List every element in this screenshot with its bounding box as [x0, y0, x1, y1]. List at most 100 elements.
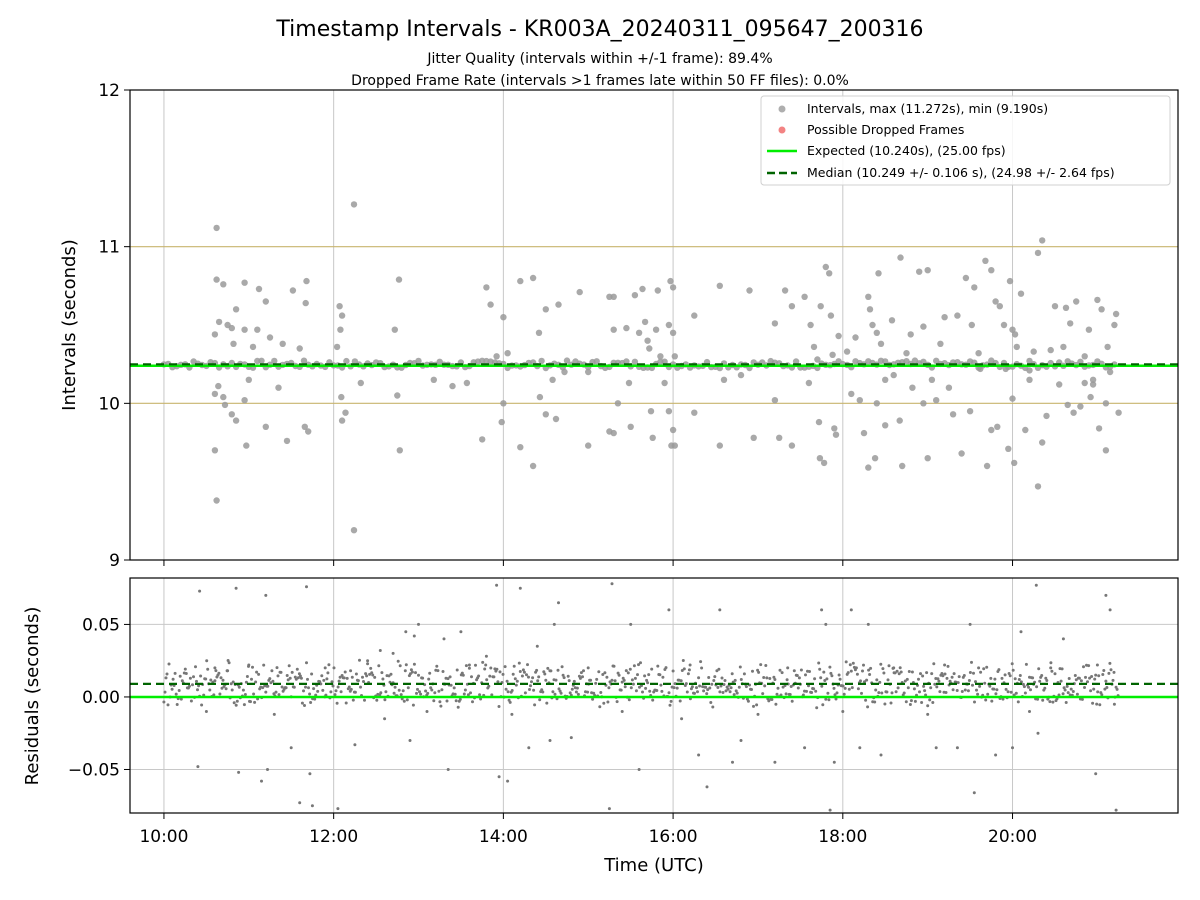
- intervals-y-tick-label: 10: [98, 394, 120, 414]
- intervals-point: [610, 429, 617, 437]
- residuals-point: [943, 672, 947, 676]
- residuals-point: [586, 690, 590, 694]
- residuals-point: [326, 671, 330, 675]
- residuals-point: [933, 682, 937, 686]
- intervals-point: [865, 293, 872, 300]
- residuals-point: [1102, 669, 1106, 672]
- intervals-point: [1111, 321, 1118, 329]
- intervals-point: [801, 293, 808, 300]
- residuals-point: [234, 703, 238, 707]
- residuals-point: [574, 690, 578, 694]
- residuals-point: [913, 699, 917, 703]
- residuals-point: [165, 672, 169, 676]
- intervals-y-tick-label: 12: [98, 81, 120, 101]
- legend-intervals-label: Intervals, max (11.272s), min (9.190s): [807, 101, 1048, 116]
- residuals-point: [453, 692, 457, 696]
- residuals-point: [1082, 665, 1085, 669]
- intervals-point: [835, 332, 842, 340]
- residuals-point: [485, 678, 489, 682]
- intervals-point: [641, 318, 649, 326]
- residuals-point: [763, 684, 767, 688]
- residuals-point: [230, 688, 234, 692]
- residuals-point: [750, 688, 753, 691]
- residuals-point: [866, 622, 870, 626]
- residuals-point: [709, 701, 713, 704]
- intervals-point: [262, 423, 269, 430]
- residuals-point: [561, 673, 565, 677]
- intervals-point: [665, 408, 673, 415]
- residuals-point: [243, 693, 247, 696]
- residuals-point: [229, 682, 233, 686]
- intervals-point: [888, 317, 896, 324]
- residuals-point: [437, 689, 441, 693]
- residuals-point: [498, 670, 502, 674]
- residuals-point: [668, 703, 672, 707]
- residuals-point: [426, 691, 430, 695]
- residuals-point: [401, 689, 405, 693]
- intervals-point: [896, 417, 903, 424]
- residuals-reference-lines: [130, 682, 1178, 699]
- intervals-point: [920, 400, 927, 407]
- residuals-point: [1094, 673, 1098, 677]
- intervals-point: [1077, 403, 1084, 410]
- residuals-point: [667, 691, 671, 695]
- residuals-point: [1011, 746, 1014, 750]
- residuals-point: [1092, 687, 1096, 691]
- residuals-point: [575, 686, 579, 690]
- residuals-point: [308, 772, 312, 776]
- residuals-point: [452, 686, 456, 690]
- intervals-plot: 9 10 11 12 Intervals (seconds) Intervals, m…: [59, 81, 1179, 571]
- residuals-point: [702, 689, 706, 693]
- residuals-point: [196, 688, 199, 692]
- residuals-point: [405, 698, 409, 702]
- residuals-point: [1109, 668, 1113, 672]
- x-tick-label: 12:00: [309, 827, 358, 847]
- intervals-point: [549, 376, 556, 383]
- residuals-point: [759, 663, 763, 667]
- residuals-point: [445, 699, 449, 703]
- residuals-point: [988, 684, 992, 688]
- residuals-point: [307, 686, 310, 690]
- intervals-point: [831, 425, 838, 432]
- intervals-point: [529, 462, 537, 470]
- intervals-point: [415, 357, 422, 365]
- residuals-point: [685, 690, 689, 694]
- residuals-point: [527, 675, 530, 679]
- residuals-point: [505, 679, 509, 683]
- residuals-point: [428, 671, 432, 675]
- residuals-point: [250, 677, 253, 681]
- residuals-point: [592, 691, 596, 695]
- residuals-point: [1114, 808, 1118, 812]
- residuals-point: [195, 679, 198, 683]
- intervals-point: [1070, 409, 1077, 416]
- intervals-point: [669, 426, 677, 434]
- intervals-point: [1089, 376, 1097, 383]
- intervals-point: [788, 303, 796, 310]
- residuals-point: [257, 672, 261, 676]
- residuals-point: [277, 693, 281, 697]
- residuals-point: [196, 765, 200, 769]
- intervals-point: [667, 277, 674, 285]
- intervals-point: [241, 397, 248, 404]
- residuals-point: [417, 622, 420, 626]
- residuals-point: [1037, 667, 1041, 671]
- residuals-point: [912, 687, 916, 691]
- residuals-point: [848, 663, 852, 667]
- residuals-point: [454, 699, 458, 703]
- residuals-point: [512, 664, 516, 668]
- residuals-point: [562, 676, 566, 680]
- intervals-point: [463, 379, 471, 387]
- residuals-point: [188, 676, 192, 680]
- residuals-point: [415, 691, 418, 695]
- intervals-point: [563, 357, 571, 364]
- intervals-point: [342, 409, 349, 416]
- residuals-point: [849, 669, 853, 673]
- residuals-point: [310, 672, 314, 676]
- residuals-point: [645, 678, 649, 682]
- residuals-point: [664, 666, 668, 670]
- residuals-point: [354, 672, 358, 676]
- chart-title: Timestamp Intervals - KR003A_20240311_09…: [275, 17, 923, 42]
- x-tick-label: 10:00: [139, 827, 188, 847]
- residuals-point: [1084, 675, 1087, 679]
- residuals-point: [877, 691, 881, 695]
